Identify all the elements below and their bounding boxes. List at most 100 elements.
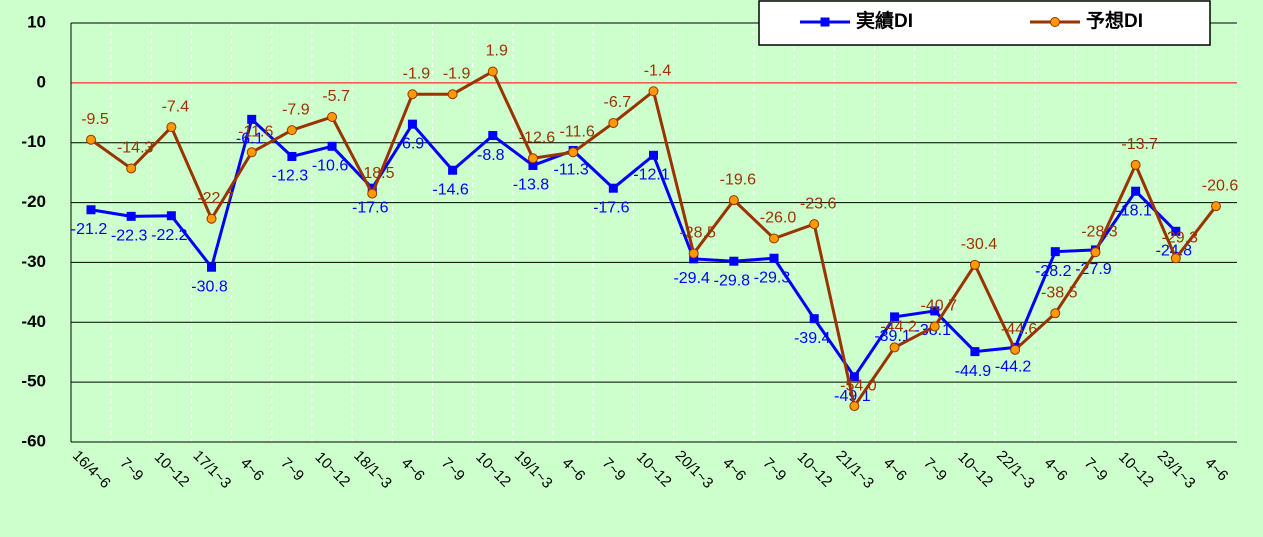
data-label: -44.9 (955, 363, 992, 380)
marker (889, 342, 900, 353)
legend-label: 予想DI (1086, 9, 1143, 32)
y-tick-label: -10 (21, 132, 46, 151)
y-tick-label: -40 (21, 312, 46, 331)
data-label: -10.6 (312, 158, 349, 175)
marker (970, 347, 980, 357)
marker (929, 321, 940, 332)
marker (769, 253, 779, 263)
y-tick-label: -50 (21, 372, 46, 391)
data-label: -12.1 (633, 167, 670, 184)
marker (327, 111, 338, 122)
marker (166, 211, 176, 221)
data-label: -27.9 (1075, 261, 1112, 278)
data-label: -29.4 (673, 270, 710, 287)
data-label: -20.6 (1202, 177, 1239, 194)
y-tick-label: 0 (37, 72, 46, 91)
data-label: -44.2 (880, 319, 917, 336)
marker (86, 205, 96, 215)
data-label: -18.5 (358, 165, 395, 182)
y-tick-label: -30 (21, 252, 46, 271)
legend-marker (1050, 17, 1060, 27)
y-tick-label: 10 (27, 12, 46, 31)
data-label: -11.6 (238, 124, 273, 141)
marker (487, 66, 498, 77)
marker (769, 233, 780, 244)
data-label: -12.3 (272, 168, 309, 185)
data-label: -7.4 (162, 98, 190, 115)
marker (206, 213, 217, 224)
data-label: -13.8 (513, 177, 550, 194)
marker (367, 188, 378, 199)
data-label: -29.3 (754, 269, 791, 286)
marker (126, 211, 136, 221)
data-label: -13.7 (1121, 136, 1158, 153)
data-label: -1.9 (403, 65, 431, 82)
data-label: -17.6 (593, 199, 630, 216)
marker (286, 125, 297, 136)
data-label: -1.9 (443, 65, 471, 82)
marker (849, 401, 860, 412)
data-label: 1.9 (486, 43, 508, 60)
data-label: -26.0 (760, 210, 797, 227)
marker (1171, 226, 1181, 236)
data-label: -54.0 (840, 377, 877, 394)
data-label: -22.2 (151, 227, 188, 244)
data-label: -7.9 (282, 101, 310, 118)
data-label: -38.5 (1041, 285, 1078, 302)
marker (1131, 186, 1141, 196)
marker (1211, 201, 1221, 212)
marker (728, 195, 739, 206)
data-label: -17.6 (352, 199, 389, 216)
marker (688, 248, 699, 259)
marker (528, 160, 538, 170)
marker (1050, 247, 1060, 257)
marker (608, 117, 619, 128)
data-label: -23.6 (800, 195, 837, 212)
data-label: -22.3 (111, 228, 148, 245)
data-label: -19.6 (720, 171, 757, 188)
marker (729, 256, 739, 266)
marker (488, 131, 498, 141)
legend-label: 実績DI (856, 9, 913, 32)
data-label: -30.4 (961, 236, 998, 253)
data-label: -28.3 (1081, 223, 1118, 240)
data-label: -9.5 (81, 111, 109, 128)
marker (809, 219, 820, 230)
marker (407, 89, 418, 100)
data-label: -12.6 (519, 129, 556, 146)
marker (809, 314, 819, 324)
series-line (90, 116, 1177, 380)
marker (608, 183, 618, 193)
marker (1130, 159, 1141, 170)
data-label: -44.2 (995, 359, 1032, 376)
data-label: -18.1 (1115, 202, 1152, 219)
data-label: -6.9 (397, 135, 425, 152)
marker (1050, 308, 1061, 319)
marker (447, 89, 458, 100)
marker (648, 86, 659, 97)
data-label: -11.6 (560, 124, 595, 141)
marker (246, 147, 257, 158)
marker (207, 262, 217, 272)
marker (448, 165, 458, 175)
data-label: -40.7 (921, 298, 958, 315)
marker (126, 163, 137, 174)
data-label: -14.6 (432, 181, 469, 198)
data-label: -14.3 (117, 140, 154, 157)
data-label: -39.1 (874, 328, 911, 345)
data-label: -6.1 (236, 131, 264, 148)
marker (969, 259, 980, 270)
data-label: -29.3 (1162, 229, 1199, 246)
legend-marker (820, 17, 830, 27)
data-label: -5.7 (322, 88, 350, 105)
marker (890, 312, 900, 322)
marker (287, 151, 297, 161)
data-label: -22.7 (197, 190, 234, 207)
marker (407, 119, 417, 129)
marker (86, 134, 96, 145)
data-label: -28.5 (679, 225, 716, 242)
data-label: -44.6 (1001, 321, 1038, 338)
data-label: -1.4 (644, 62, 672, 79)
data-label: -30.8 (191, 278, 228, 295)
marker (849, 372, 859, 382)
